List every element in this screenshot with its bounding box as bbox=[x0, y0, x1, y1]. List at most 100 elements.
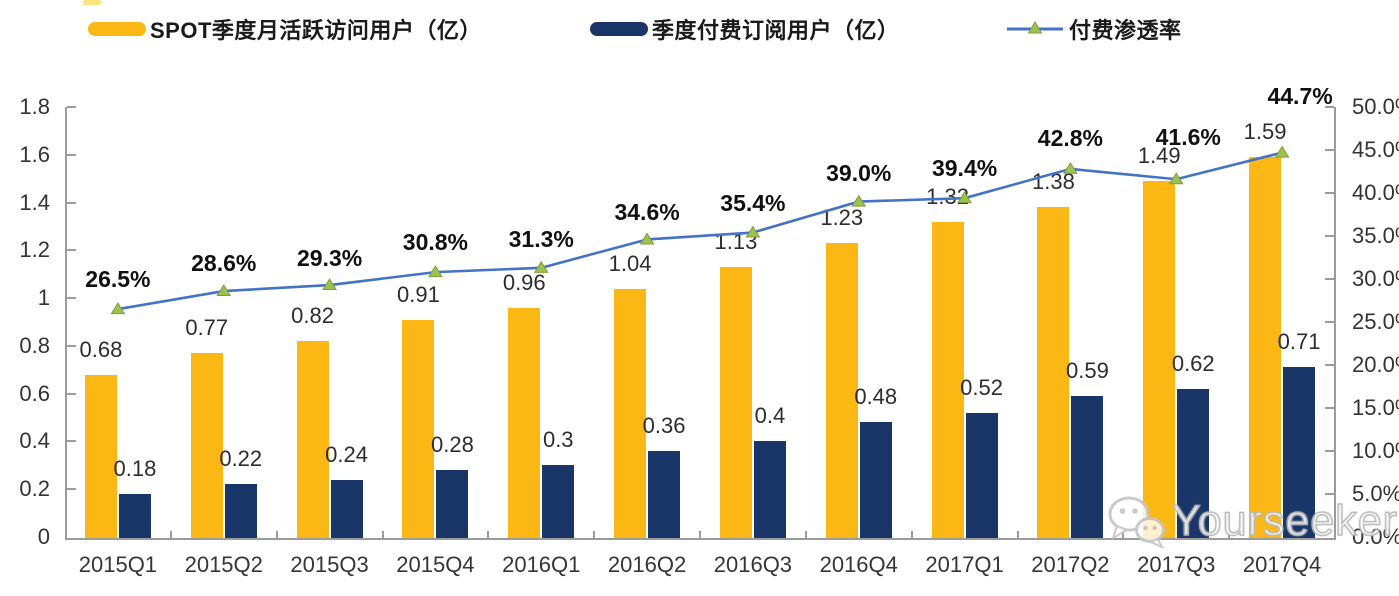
y-tick-label-left: 0.6 bbox=[19, 380, 50, 406]
percent-label: 35.4% bbox=[720, 189, 786, 216]
percent-label: 44.7% bbox=[1267, 82, 1333, 109]
legend-swatch-subscribers-icon bbox=[590, 22, 648, 36]
y-axis-right-tick bbox=[1325, 407, 1334, 409]
y-tick-label-right: 40.0% bbox=[1352, 180, 1399, 205]
x-tick-label: 2017Q2 bbox=[1031, 552, 1110, 577]
bar-subs bbox=[859, 422, 892, 538]
bar-label-mau: 1.59 bbox=[1243, 119, 1287, 145]
x-axis-tick bbox=[804, 531, 807, 539]
x-axis-tick bbox=[699, 531, 701, 539]
y-axis-right-tick bbox=[1325, 278, 1334, 280]
bar-subs bbox=[224, 484, 257, 538]
y-tick-label-left: 0.8 bbox=[19, 332, 50, 358]
y-axis-left-tick bbox=[67, 249, 76, 252]
line-marker bbox=[428, 265, 443, 278]
percent-label: 31.3% bbox=[508, 225, 574, 252]
percent-label: 28.6% bbox=[191, 250, 257, 277]
bar-mau bbox=[296, 341, 329, 538]
y-axis-left-tick bbox=[67, 153, 76, 156]
y-tick-label-left: 1.2 bbox=[19, 237, 50, 263]
y-axis-left-tick bbox=[67, 297, 76, 300]
legend-item-penetration: 付费渗透率 bbox=[1007, 14, 1182, 44]
percent-label: 42.8% bbox=[1037, 124, 1104, 151]
y-tick-label-right: 25.0% bbox=[1352, 309, 1399, 334]
y-tick-label-right: 35.0% bbox=[1352, 223, 1399, 248]
y-tick-label-right: 20.0% bbox=[1352, 352, 1399, 377]
y-tick-label-right: 10.0% bbox=[1352, 438, 1399, 463]
y-axis-right-tick bbox=[1325, 321, 1334, 323]
bar-mau bbox=[614, 288, 647, 538]
x-tick-label: 2016Q3 bbox=[713, 552, 793, 577]
x-tick-label: 2015Q2 bbox=[184, 552, 263, 577]
x-axis-tick bbox=[1016, 531, 1019, 539]
bar-label-mau: 1.32 bbox=[926, 183, 969, 209]
y-tick-label-left: 0.2 bbox=[19, 476, 50, 502]
x-axis-tick bbox=[169, 531, 172, 539]
bar-mau bbox=[508, 307, 541, 538]
y-tick-label-left: 0.4 bbox=[19, 428, 50, 454]
bar-label-subs: 0.22 bbox=[219, 446, 263, 472]
bar-mau bbox=[719, 267, 752, 538]
legend-label-subscribers: 季度付费订阅用户（亿） bbox=[652, 18, 900, 43]
y-axis-right-tick bbox=[1325, 235, 1334, 237]
bar-mau bbox=[190, 353, 223, 538]
x-axis-tick bbox=[1228, 531, 1231, 539]
y-tick-label-left: 0 bbox=[37, 524, 50, 549]
y-axis-left bbox=[65, 107, 67, 540]
x-tick-label: 2015Q1 bbox=[78, 552, 158, 577]
legend-label-penetration: 付费渗透率 bbox=[1069, 18, 1182, 43]
bar-mau bbox=[84, 374, 117, 538]
y-tick-label-left: 1 bbox=[37, 285, 50, 311]
x-axis-tick bbox=[381, 531, 384, 539]
bar-subs bbox=[1071, 396, 1104, 538]
legend-swatch-mau-icon bbox=[88, 22, 146, 36]
percent-label: 29.3% bbox=[296, 245, 363, 272]
bar-label-mau: 0.96 bbox=[502, 269, 546, 295]
bar-subs bbox=[1283, 367, 1316, 538]
y-tick-label-right: 0.0% bbox=[1352, 524, 1399, 549]
x-tick-label: 2016Q4 bbox=[819, 552, 898, 577]
x-axis-tick bbox=[487, 531, 490, 539]
cropped-artifact bbox=[83, 0, 101, 5]
bar-label-subs: 0.52 bbox=[960, 374, 1003, 400]
x-tick-label: 2015Q3 bbox=[290, 552, 369, 577]
y-tick-label-right: 50.0% bbox=[1352, 94, 1399, 119]
y-axis-right-tick bbox=[1325, 364, 1334, 366]
bar-subs bbox=[542, 465, 575, 538]
percent-label: 41.6% bbox=[1155, 124, 1221, 151]
y-tick-label-left: 1.4 bbox=[19, 189, 50, 215]
legend-item-subscribers: 季度付费订阅用户（亿） bbox=[590, 14, 900, 44]
percent-label: 39.4% bbox=[931, 155, 998, 182]
y-tick-label-left: 1.8 bbox=[19, 94, 50, 119]
y-tick-label-right: 15.0% bbox=[1352, 395, 1399, 420]
y-axis-right-tick bbox=[1325, 493, 1334, 495]
bar-subs bbox=[330, 479, 363, 538]
x-tick-label: 2016Q1 bbox=[502, 552, 581, 577]
legend-label-mau: SPOT季度月活跃访问用户（亿） bbox=[150, 18, 482, 43]
y-axis-right-tick bbox=[1325, 106, 1334, 108]
y-axis-left-tick bbox=[67, 201, 76, 204]
y-axis-right-tick bbox=[1325, 450, 1334, 452]
y-axis-left-tick bbox=[67, 488, 76, 491]
bar-label-mau: 0.77 bbox=[185, 315, 229, 341]
percent-label: 39.0% bbox=[826, 159, 892, 186]
y-axis-left-tick bbox=[67, 392, 76, 395]
y-tick-label-right: 5.0% bbox=[1352, 481, 1399, 506]
line-marker bbox=[1274, 145, 1290, 158]
bar-label-mau: 0.82 bbox=[291, 303, 334, 329]
y-axis-left-tick bbox=[67, 344, 76, 347]
y-axis-right-tick bbox=[1325, 149, 1334, 151]
line-marker bbox=[216, 284, 232, 297]
x-axis-tick bbox=[275, 531, 278, 539]
x-axis-tick bbox=[910, 531, 913, 539]
bar-label-subs: 0.62 bbox=[1171, 350, 1215, 376]
y-tick-label-right: 30.0% bbox=[1352, 266, 1399, 291]
x-tick-label: 2017Q1 bbox=[925, 552, 1004, 577]
x-axis bbox=[65, 538, 1335, 540]
bar-label-subs: 0.24 bbox=[325, 441, 368, 467]
bar-label-subs: 0.4 bbox=[754, 403, 786, 429]
line-marker-icon bbox=[1007, 21, 1063, 34]
bar-label-subs: 0.18 bbox=[113, 456, 157, 481]
y-axis-right-tick bbox=[1325, 192, 1334, 194]
bar-subs bbox=[118, 494, 151, 538]
